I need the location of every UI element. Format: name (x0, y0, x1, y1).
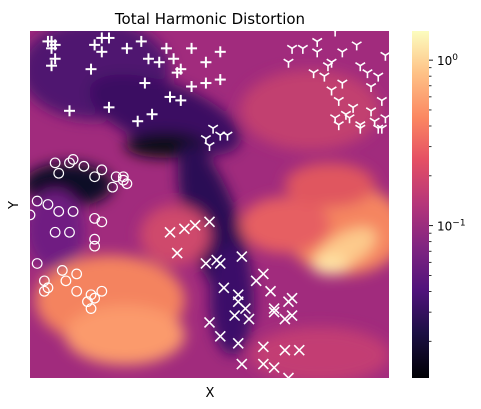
heatmap-region-salmon-right (240, 70, 380, 150)
colorbar-tick-label-1: 10−1 (437, 219, 466, 234)
heatmap-region-light-lower-left (65, 305, 185, 365)
heatmap-region-purple-left (25, 190, 85, 270)
colorbar-tick-label-0: 100 (437, 53, 458, 68)
y-axis-label: Y (7, 201, 22, 210)
colorbar (412, 31, 429, 378)
chart-title: Total Harmonic Distortion (114, 10, 305, 28)
heatmap-region-bright-spot (312, 255, 348, 275)
heatmap-field (20, 20, 405, 383)
colorbar-ticks: 100 10−1 (429, 53, 466, 341)
heatmap-region-salmon-right-upper (285, 163, 375, 207)
heatmap-region-magenta-bottom (250, 327, 390, 383)
heatmap-region-dark-lower (210, 245, 254, 355)
x-axis-label: X (206, 386, 215, 401)
